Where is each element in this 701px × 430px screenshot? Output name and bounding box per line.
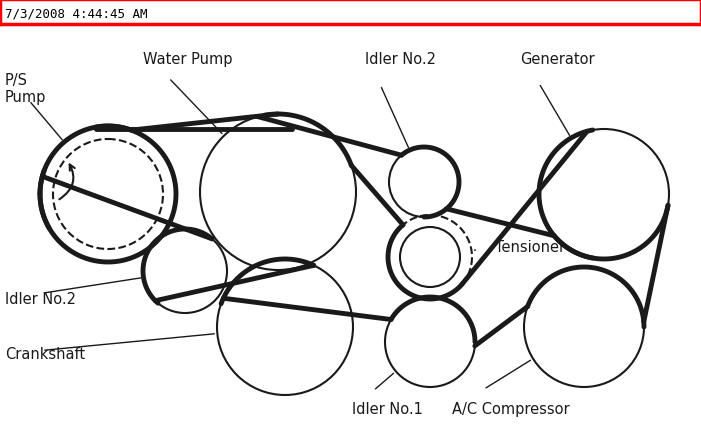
Text: P/S
Pump: P/S Pump: [5, 73, 46, 105]
Text: Idler No.2: Idler No.2: [365, 52, 436, 67]
Text: Generator: Generator: [520, 52, 594, 67]
Text: Crankshaft: Crankshaft: [5, 347, 85, 362]
Text: 7/3/2008 4:44:45 AM: 7/3/2008 4:44:45 AM: [5, 7, 147, 20]
Text: Water Pump: Water Pump: [143, 52, 233, 67]
Text: Idler No.2: Idler No.2: [5, 292, 76, 307]
Text: A/C Compressor: A/C Compressor: [452, 402, 570, 417]
Text: Idler No.1: Idler No.1: [352, 402, 423, 417]
Text: Tensioner: Tensioner: [495, 240, 565, 255]
